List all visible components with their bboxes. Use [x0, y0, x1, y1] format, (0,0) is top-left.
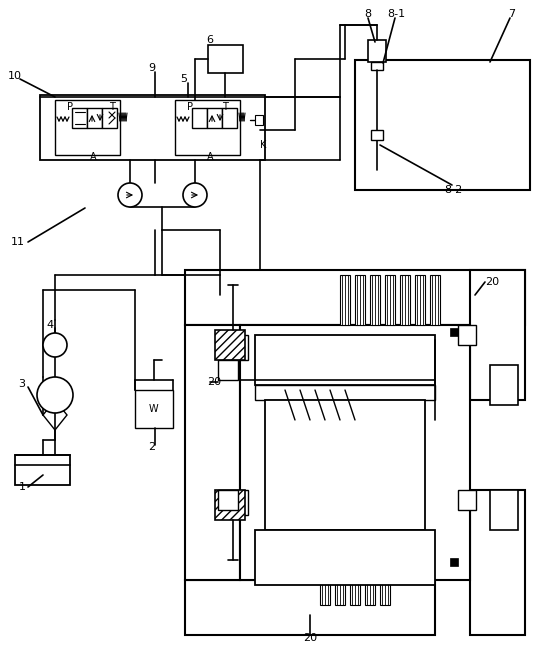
Bar: [185, 270, 525, 325]
Bar: [72, 108, 87, 128]
Bar: [400, 275, 410, 325]
Bar: [355, 60, 530, 190]
Bar: [385, 275, 395, 325]
Bar: [175, 100, 240, 155]
Text: 3: 3: [18, 379, 25, 389]
Text: W: W: [148, 404, 158, 414]
Bar: [335, 555, 345, 605]
Text: 4: 4: [47, 320, 54, 330]
Bar: [415, 275, 425, 325]
Bar: [340, 275, 350, 325]
Circle shape: [183, 183, 207, 207]
Text: 8-1: 8-1: [387, 9, 405, 19]
Text: 11: 11: [11, 237, 25, 247]
Text: 2: 2: [148, 442, 156, 452]
Bar: [368, 40, 386, 62]
Bar: [222, 108, 237, 128]
Bar: [320, 555, 330, 605]
Bar: [370, 275, 380, 325]
Bar: [255, 385, 435, 400]
Text: 6: 6: [207, 35, 213, 45]
Bar: [218, 490, 248, 515]
Bar: [215, 490, 245, 520]
Bar: [185, 270, 525, 325]
Bar: [430, 275, 440, 325]
Bar: [55, 100, 120, 155]
Text: 9: 9: [148, 63, 156, 73]
Bar: [215, 330, 245, 360]
Bar: [218, 360, 238, 380]
Bar: [380, 555, 390, 605]
Text: 1: 1: [18, 482, 25, 492]
Text: P: P: [187, 102, 193, 112]
Circle shape: [37, 377, 73, 413]
Text: A: A: [90, 152, 96, 162]
Bar: [240, 325, 470, 580]
Bar: [371, 62, 383, 70]
Bar: [135, 390, 173, 428]
Text: 20: 20: [303, 633, 317, 643]
Circle shape: [43, 333, 67, 357]
Bar: [255, 530, 435, 585]
Text: T: T: [222, 102, 228, 112]
Text: 5: 5: [181, 74, 187, 84]
Text: 10: 10: [8, 71, 22, 81]
Bar: [470, 270, 525, 400]
Text: P: P: [67, 102, 73, 112]
Bar: [490, 490, 518, 530]
Bar: [40, 95, 265, 160]
Bar: [371, 130, 383, 140]
Bar: [218, 335, 248, 360]
Bar: [490, 365, 518, 405]
Bar: [185, 580, 435, 635]
Bar: [207, 108, 222, 128]
Bar: [185, 325, 240, 580]
Bar: [458, 325, 476, 345]
Bar: [350, 555, 360, 605]
Bar: [192, 108, 207, 128]
Text: 8-2: 8-2: [444, 185, 462, 195]
Bar: [355, 275, 365, 325]
Text: 8: 8: [365, 9, 372, 19]
Circle shape: [118, 183, 142, 207]
Bar: [450, 558, 458, 566]
Bar: [470, 490, 525, 635]
Text: 7: 7: [509, 9, 516, 19]
Bar: [208, 45, 243, 73]
Bar: [450, 328, 458, 336]
Bar: [185, 325, 240, 580]
Text: 20: 20: [207, 377, 221, 387]
Text: K: K: [260, 140, 266, 150]
Bar: [15, 455, 70, 485]
Bar: [102, 108, 117, 128]
Bar: [255, 335, 435, 385]
Text: 20: 20: [485, 277, 499, 287]
Text: T: T: [109, 102, 115, 112]
Bar: [185, 580, 435, 635]
Bar: [87, 108, 102, 128]
Bar: [265, 400, 425, 530]
Bar: [255, 115, 263, 125]
Bar: [218, 490, 238, 510]
Bar: [470, 270, 525, 400]
Bar: [458, 490, 476, 510]
Text: A: A: [207, 152, 213, 162]
Bar: [470, 490, 525, 635]
Bar: [365, 555, 375, 605]
